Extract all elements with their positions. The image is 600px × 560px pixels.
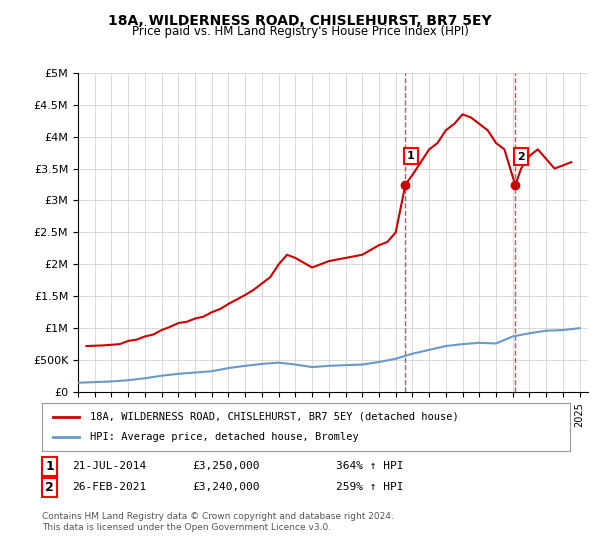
Text: 21-JUL-2014: 21-JUL-2014 (72, 461, 146, 471)
Text: 1: 1 (407, 151, 415, 161)
Text: 2: 2 (45, 481, 54, 494)
Text: HPI: Average price, detached house, Bromley: HPI: Average price, detached house, Brom… (89, 432, 358, 442)
Text: £3,240,000: £3,240,000 (192, 482, 260, 492)
Text: Price paid vs. HM Land Registry's House Price Index (HPI): Price paid vs. HM Land Registry's House … (131, 25, 469, 38)
Text: 1: 1 (45, 460, 54, 473)
Text: 364% ↑ HPI: 364% ↑ HPI (336, 461, 404, 471)
Text: 18A, WILDERNESS ROAD, CHISLEHURST, BR7 5EY: 18A, WILDERNESS ROAD, CHISLEHURST, BR7 5… (108, 14, 492, 28)
Text: 2: 2 (517, 152, 524, 162)
Text: £3,250,000: £3,250,000 (192, 461, 260, 471)
Text: 26-FEB-2021: 26-FEB-2021 (72, 482, 146, 492)
Text: 18A, WILDERNESS ROAD, CHISLEHURST, BR7 5EY (detached house): 18A, WILDERNESS ROAD, CHISLEHURST, BR7 5… (89, 412, 458, 422)
Text: 259% ↑ HPI: 259% ↑ HPI (336, 482, 404, 492)
Text: Contains HM Land Registry data © Crown copyright and database right 2024.
This d: Contains HM Land Registry data © Crown c… (42, 512, 394, 532)
